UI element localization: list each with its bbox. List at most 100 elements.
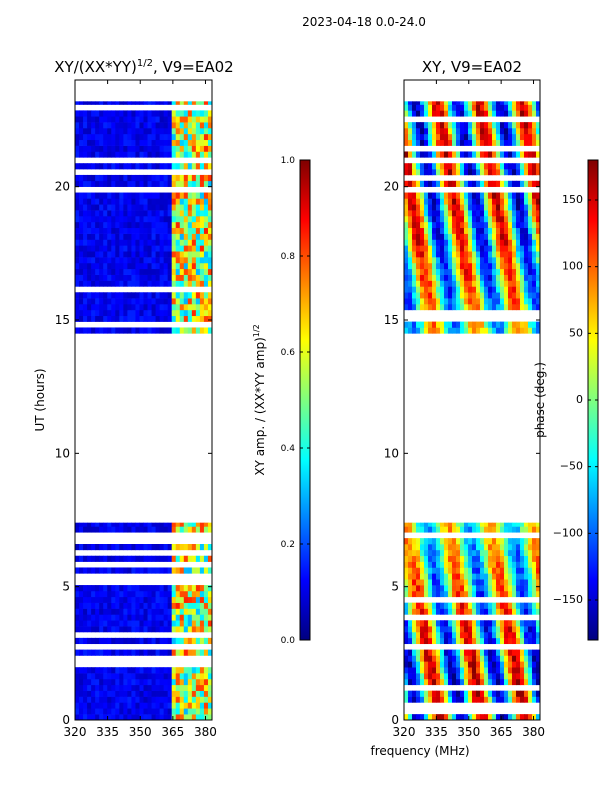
heatmap-cell (440, 180, 445, 187)
heatmap-cell (472, 579, 477, 586)
heatmap-cell (79, 608, 84, 615)
heatmap-cell (460, 304, 465, 311)
heatmap-cell (484, 180, 489, 187)
heatmap-cell (428, 298, 433, 305)
heatmap-cell (87, 714, 92, 720)
heatmap-cell (99, 614, 104, 621)
heatmap-cell (143, 602, 149, 609)
heatmap-cell (496, 673, 501, 680)
heatmap-cell (424, 696, 429, 703)
heatmap-cell (131, 602, 136, 609)
heatmap-cell (115, 133, 120, 141)
heatmap-cell (516, 151, 521, 158)
heatmap-cell (127, 268, 132, 275)
heatmap-cell (424, 251, 429, 258)
heatmap-cell (143, 567, 149, 574)
heatmap-cell (147, 233, 153, 240)
heatmap-cell (520, 573, 525, 580)
heatmap-cell (512, 128, 517, 135)
heatmap-cell (159, 522, 165, 527)
heatmap-cell (476, 327, 481, 334)
heatmap-cell (95, 101, 100, 105)
heatmap-cell (139, 702, 144, 709)
heatmap-cell (155, 614, 161, 621)
heatmap-cell (151, 122, 157, 129)
heatmap-cell (171, 245, 177, 252)
heatmap-cell (115, 233, 120, 240)
heatmap-cell (163, 298, 169, 305)
heatmap-cell (187, 714, 193, 720)
heatmap-cell (420, 239, 425, 246)
heatmap-cell (476, 268, 481, 275)
heatmap-cell (99, 239, 104, 246)
heatmap-cell (472, 661, 477, 668)
heatmap-cell (532, 233, 537, 240)
heatmap-cell (404, 526, 409, 533)
heatmap-cell (500, 649, 505, 656)
heatmap-cell (488, 268, 493, 275)
heatmap-cell (107, 180, 112, 187)
heatmap-cell (135, 239, 140, 246)
heatmap-cell (99, 608, 104, 615)
heatmap-cell (147, 192, 153, 199)
heatmap-cell (175, 198, 181, 205)
heatmap-cell (536, 169, 540, 176)
heatmap-cell (524, 526, 529, 533)
heatmap-cell (512, 198, 517, 205)
heatmap-cell (95, 298, 100, 305)
heatmap-cell (524, 221, 529, 229)
heatmap-cell (123, 555, 128, 562)
heatmap-cell (488, 561, 493, 568)
heatmap-cell (139, 590, 144, 598)
heatmap-cell (528, 169, 533, 176)
heatmap-cell (159, 298, 165, 305)
heatmap-cell (468, 590, 473, 598)
heatmap-cell (155, 544, 161, 551)
heatmap-cell (440, 139, 445, 146)
heatmap-cell (448, 620, 453, 627)
heatmap-cell (444, 561, 449, 568)
heatmap-cell (103, 280, 108, 287)
heatmap-cell (131, 714, 136, 720)
heatmap-cell (155, 567, 161, 574)
heatmap-cell (203, 292, 209, 299)
heatmap-cell (408, 522, 413, 527)
heatmap-cell (444, 274, 449, 281)
heatmap-cell (111, 522, 116, 527)
heatmap-cell (420, 637, 425, 645)
heatmap-cell (424, 655, 429, 662)
heatmap-cell (87, 139, 92, 146)
heatmap-cell (159, 128, 165, 135)
heatmap-cell (119, 304, 124, 311)
heatmap-cell (412, 133, 417, 141)
heatmap-cell (199, 708, 205, 715)
heatmap-cell (167, 315, 173, 322)
heatmap-cell (464, 561, 469, 568)
heatmap-cell (484, 163, 489, 170)
heatmap-cell (115, 690, 120, 697)
heatmap-cell (496, 286, 501, 293)
heatmap-cell (79, 174, 84, 182)
heatmap-cell (91, 292, 96, 299)
heatmap-cell (448, 690, 453, 697)
heatmap-cell (87, 614, 92, 621)
heatmap-cell (516, 585, 521, 592)
heatmap-cell (488, 667, 493, 674)
heatmap-cell (119, 649, 124, 656)
heatmap-cell (79, 678, 84, 686)
heatmap-cell (468, 561, 473, 568)
heatmap-cell (420, 620, 425, 627)
heatmap-cell (480, 280, 485, 287)
heatmap-cell (412, 561, 417, 568)
heatmap-cell (456, 620, 461, 627)
heatmap-cell (460, 526, 465, 533)
heatmap-cell (520, 667, 525, 674)
heatmap-cell (95, 608, 100, 615)
heatmap-cell (179, 145, 185, 152)
heatmap-cell (79, 708, 84, 715)
heatmap-cell (456, 298, 461, 305)
heatmap-cell (107, 567, 112, 574)
heatmap-cell (91, 174, 96, 182)
heatmap-cell (191, 245, 197, 252)
heatmap-cell (404, 678, 409, 686)
